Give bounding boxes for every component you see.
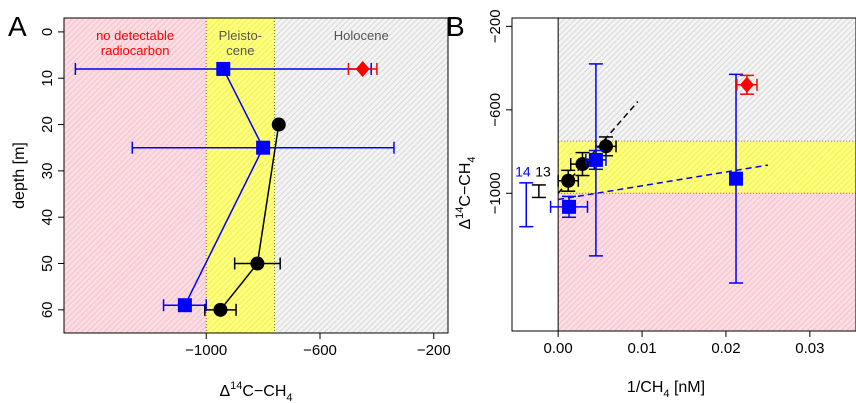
- panel-a-region-0: [64, 18, 207, 333]
- panel-a-y-tick-label: 30: [39, 163, 56, 180]
- panel-b-side-errorbar-1: [531, 184, 546, 199]
- panel-a-letter: A: [8, 11, 27, 42]
- panel-a-marks: [74, 60, 395, 317]
- panel-a-x-tick-label: −600: [303, 342, 337, 359]
- panel-a-region-label-line: radiocarbon: [101, 43, 170, 58]
- panel-a-point-1-1: [256, 140, 271, 155]
- panel-a-point-2-0: [355, 60, 370, 77]
- panel-b-annotation-0: 14: [515, 164, 531, 180]
- panel-b-y-label-rest: C−CH: [457, 163, 474, 207]
- panel-b-marks: 14 13: [515, 63, 769, 284]
- panel-b-y-label-sub: 4: [466, 156, 478, 162]
- panel-b-x-label-main: 1/CH: [627, 379, 663, 396]
- panel-b-x-label-sub: 4: [663, 388, 669, 400]
- panel-a-x-label-rest: C−CH: [242, 383, 286, 400]
- panel-a-x-tick-label: −200: [417, 342, 451, 359]
- panel-b-y-tick-label: −1000: [487, 172, 504, 214]
- panel-a-x-label-sub: 4: [286, 392, 292, 403]
- panel-a-y-tick-label: 50: [39, 255, 56, 272]
- panel-b-y-label-main: Δ: [457, 219, 474, 230]
- panel-b-point-1-3: [729, 171, 744, 186]
- panel-a-point-1-0: [216, 61, 231, 76]
- panel-b-trendline-1: [558, 164, 769, 201]
- panel-b-side-errorbar-0: [519, 182, 534, 228]
- panel-b-y-axis-label: Δ14C−CH4: [454, 156, 478, 229]
- panel-a-region-label-line: no detectable: [96, 28, 174, 43]
- panel-a: A no detectable radiocarbon Pleisto-cene Ho…: [8, 11, 451, 403]
- panel-b-annotation-1: 13: [535, 164, 551, 180]
- panel-a-point-0-1: [250, 256, 265, 271]
- panel-b-y-tick-label: −600: [487, 93, 504, 127]
- panel-b-regions: [557, 18, 856, 331]
- panel-a-region-label-2: Holocene: [334, 28, 389, 43]
- panel-b-y-tick-label: −200: [487, 9, 504, 43]
- panel-b: B 14 13 0.00 0.01 0.02 0.03−200−600−1000 Δ14…: [446, 9, 856, 400]
- panel-a-point-1-2: [177, 298, 192, 313]
- panel-b-y-label-sup: 14: [454, 207, 466, 219]
- panel-b-x-axis-label: 1/CH4 [nM]: [627, 379, 705, 400]
- panel-b-x-label-rest: [nM]: [670, 379, 706, 396]
- panel-b-point-2-0: [739, 76, 754, 93]
- panel-a-y-tick-label: 20: [39, 116, 56, 133]
- panel-a-x-tick-label: −1000: [185, 342, 227, 359]
- panel-b-point-1-2-yerr: [588, 63, 603, 257]
- panel-b-frame: [511, 17, 856, 332]
- panel-a-x-label-sup: 14: [230, 380, 242, 392]
- panel-a-x-label-main: Δ: [219, 383, 230, 400]
- panel-b-x-tick-label: 0.02: [711, 340, 740, 357]
- panel-b-x-tick-label: 0.03: [795, 340, 824, 357]
- panel-a-y-tick-label: 0: [39, 28, 56, 36]
- panel-b-x-tick-label: 0.00: [544, 340, 573, 357]
- panel-a-region-label-0: no detectable radiocarbon: [96, 28, 174, 58]
- panel-a-x-axis-label: Δ14C−CH4: [219, 380, 292, 403]
- panel-b-region-2: [558, 193, 856, 331]
- panel-a-y-tick-label: 60: [39, 301, 56, 318]
- panel-a-point-0-0: [271, 117, 286, 132]
- panel-a-region-label-1: Pleisto-cene: [219, 28, 262, 58]
- panel-a-frame: [63, 17, 449, 334]
- panel-a-y-tick-label: 10: [39, 70, 56, 87]
- panel-a-y-tick-label: 40: [39, 209, 56, 226]
- panel-a-regions: [64, 18, 448, 333]
- panel-a-region-labels: no detectable radiocarbon Pleisto-cene Holo…: [96, 28, 389, 58]
- panel-a-region-label-line: Holocene: [334, 28, 389, 43]
- panel-b-x-tick-label: 0.01: [627, 340, 656, 357]
- panel-b-axes: 0.00 0.01 0.02 0.03 −200 −600 −1000: [487, 9, 824, 357]
- panel-a-region-label-line: Pleisto-: [219, 28, 262, 43]
- panel-b-point-1-0: [562, 199, 577, 214]
- panel-a-axes: −1000 −600 −200 0 10 20 30 40 50 60: [39, 28, 451, 359]
- panel-a-y-axis-label: depth [m]: [11, 142, 28, 209]
- panel-b-letter: B: [446, 11, 465, 42]
- panel-a-region-label-line: cene: [226, 43, 254, 58]
- panel-b-region-0: [558, 18, 856, 142]
- panel-b-point-0-0: [561, 173, 576, 188]
- panel-a-point-0-2: [213, 302, 228, 317]
